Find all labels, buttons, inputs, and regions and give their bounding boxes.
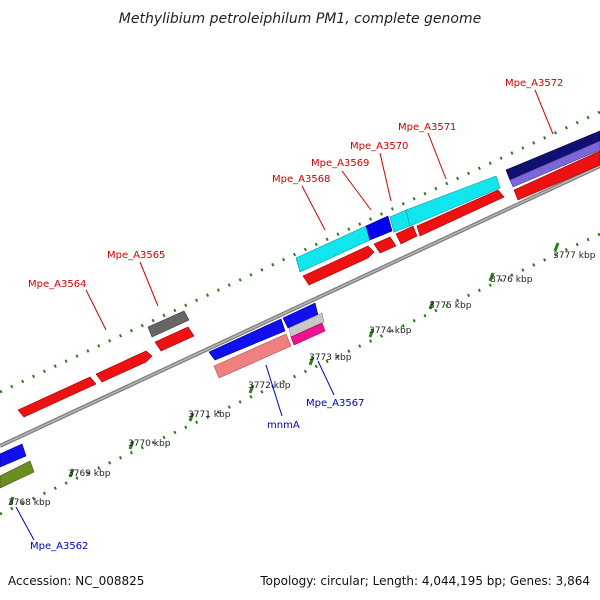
genome-backbone <box>0 164 600 448</box>
kbp-label: 3776 kbp <box>490 275 533 285</box>
gene-Mpe_A3571-red[interactable] <box>416 189 505 237</box>
kbp-label: 3768 kbp <box>8 498 51 508</box>
gene-Mpe_A3562-olive[interactable] <box>0 460 35 489</box>
gene-Mpe_A3565-red[interactable] <box>154 326 195 352</box>
gene-mnmA-pink[interactable] <box>213 333 292 379</box>
gene-Mpe_A3567-magenta[interactable] <box>290 322 326 346</box>
kbp-label: 3769 kbp <box>68 469 111 479</box>
label-Mpe_A3568[interactable]: Mpe_A3568 <box>272 174 330 185</box>
gene-Mpe_A3572-navy[interactable] <box>505 130 600 181</box>
label-leaders <box>15 89 554 541</box>
gene-Mpe_A3569-red[interactable] <box>373 236 397 254</box>
forward-genes <box>17 150 600 418</box>
gene-Mpe_A3562-blue[interactable] <box>0 443 27 468</box>
accession-text: Accession: NC_008825 <box>8 574 144 588</box>
label-Mpe_A3572[interactable]: Mpe_A3572 <box>505 78 563 89</box>
label-Mpe_A3570[interactable]: Mpe_A3570 <box>350 141 408 152</box>
gene-Mpe_A3564b[interactable] <box>95 350 153 383</box>
gene-Mpe_A3567-silver[interactable] <box>288 312 325 338</box>
forward-tick-line <box>0 110 600 394</box>
gene-Mpe_A3570-red[interactable] <box>395 225 418 245</box>
label-mnmA[interactable]: mnmA <box>267 420 300 431</box>
label-Mpe_A3571[interactable]: Mpe_A3571 <box>398 122 456 133</box>
gene-Mpe_A3564[interactable] <box>17 376 97 418</box>
gene-labels: Mpe_A3572 Mpe_A3571 Mpe_A3570 Mpe_A3569 … <box>28 78 563 552</box>
kbp-label: 3773 kbp <box>309 353 352 363</box>
reverse-genes <box>0 302 326 489</box>
kbp-label: 3777 kbp <box>553 251 596 261</box>
kbp-major-ticks <box>8 242 560 506</box>
gene-Mpe_A3565-grey[interactable] <box>147 310 190 338</box>
gene-Mpe_A3568-red[interactable] <box>302 245 375 286</box>
kbp-label: 3771 kbp <box>188 410 231 420</box>
genome-summary-text: Topology: circular; Length: 4,044,195 bp… <box>259 574 590 588</box>
label-Mpe_A3564[interactable]: Mpe_A3564 <box>28 279 86 290</box>
kbp-label: 3775 kbp <box>429 301 472 311</box>
map-title: Methylibium petroleiphilum PM1, complete… <box>119 11 481 27</box>
label-Mpe_A3569[interactable]: Mpe_A3569 <box>311 158 369 169</box>
gene-Mpe_A3571-cyan[interactable] <box>405 175 501 227</box>
gene-Mpe_A3572-red[interactable] <box>513 150 600 201</box>
forward-upper-genes <box>147 130 600 338</box>
kbp-label: 3770 kbp <box>128 439 171 449</box>
gene-Mpe_A3569-blue[interactable] <box>365 215 393 241</box>
label-Mpe_A3562[interactable]: Mpe_A3562 <box>30 541 88 552</box>
kbp-label: 3774 kbp <box>369 326 412 336</box>
label-Mpe_A3567[interactable]: Mpe_A3567 <box>306 398 364 409</box>
kbp-labels: 3768 kbp 3769 kbp 3770 kbp 3771 kbp 3772… <box>8 251 596 508</box>
gene-Mpe_A3572-purple[interactable] <box>509 140 600 188</box>
gene-mnmA-blue[interactable] <box>208 318 286 361</box>
kbp-label: 3772 kbp <box>248 381 291 391</box>
label-Mpe_A3565[interactable]: Mpe_A3565 <box>107 250 165 261</box>
